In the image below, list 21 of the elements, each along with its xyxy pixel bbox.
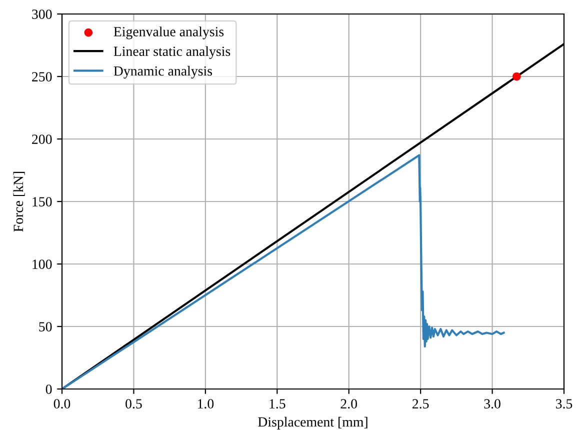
y-tick-label: 250 [32, 72, 52, 82]
y-tick-label: 300 [32, 10, 52, 19]
line-series [62, 154, 505, 389]
legend-label: Linear static analysis [114, 46, 230, 59]
x-tick-label: 3.5 [556, 399, 572, 409]
x-tick-label: 0.5 [126, 399, 142, 409]
y-axis-title: Force [kN] [13, 172, 25, 232]
x-tick-label: 3.0 [484, 399, 500, 409]
y-tick-label: 200 [32, 134, 52, 144]
x-tick-label: 2.5 [412, 399, 429, 409]
y-tick-label: 100 [32, 260, 52, 269]
x-tick-label: 1.5 [270, 399, 286, 409]
x-tick-label: 2.0 [340, 399, 358, 409]
legend-label: Eigenvalue analysis [114, 26, 224, 40]
legend-label: Dynamic analysis [114, 66, 212, 79]
x-axis-title: Displacement [mm] [258, 416, 368, 430]
x-tick-label: 1.0 [198, 399, 214, 409]
x-tick-label: 0.0 [54, 399, 70, 409]
y-tick-label: 50 [39, 322, 52, 332]
y-tick-label: 0 [46, 384, 52, 394]
y-tick-label: 150 [32, 197, 52, 206]
